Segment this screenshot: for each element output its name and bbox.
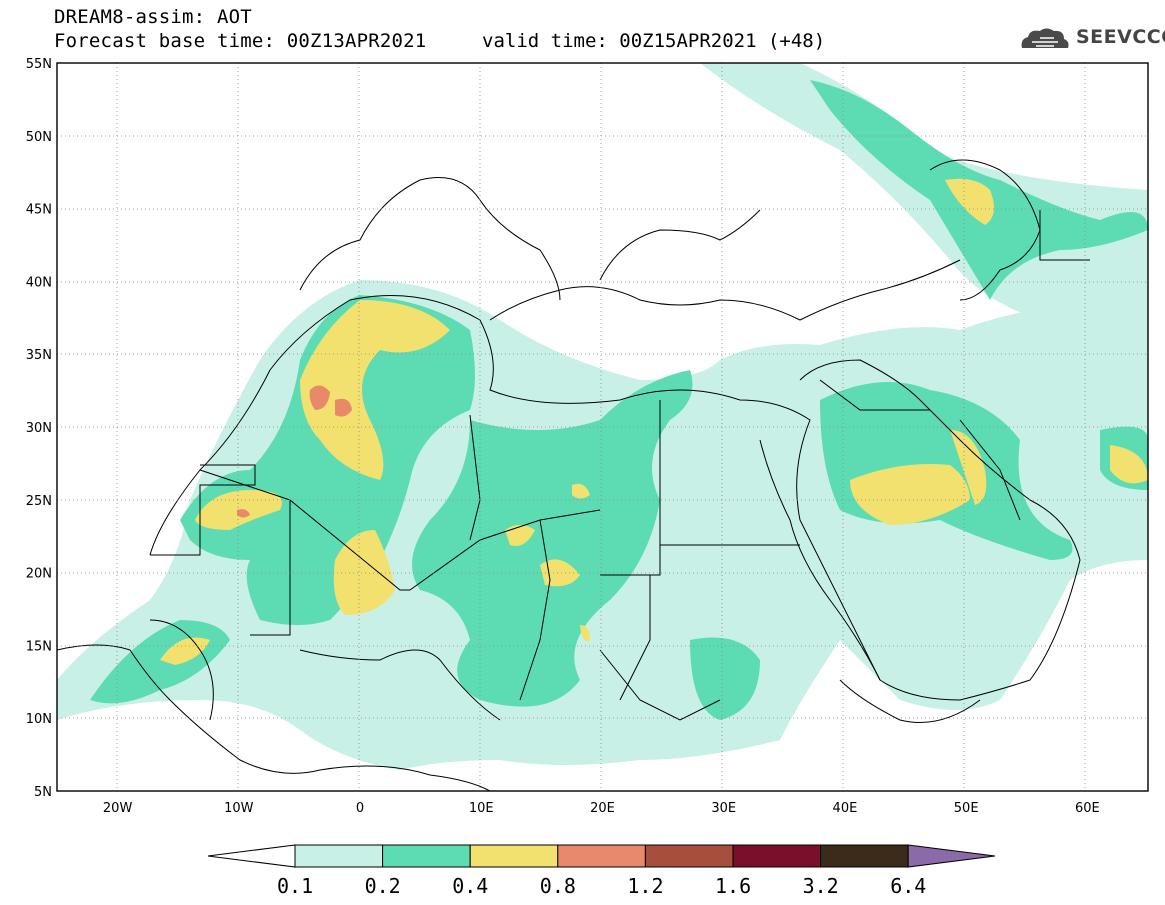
colorbar-swatch	[557, 844, 646, 868]
lon-label: 10E	[469, 801, 494, 816]
lat-label: 25N	[26, 494, 52, 509]
colorbar-swatch	[820, 844, 909, 868]
forecast-base-time: Forecast base time: 00Z13APR2021	[54, 30, 427, 52]
coastlines	[57, 159, 1090, 791]
colorbar-label: 1.6	[715, 874, 752, 898]
map-frame	[56, 62, 1149, 792]
colorbar-label: 3.2	[802, 874, 839, 898]
colorbar-swatch	[644, 844, 734, 868]
colorbar-label: 0.4	[452, 874, 489, 898]
lat-label: 50N	[26, 130, 52, 145]
lat-label: 55N	[26, 57, 52, 72]
lon-label: 20W	[103, 801, 133, 816]
cloud-icon	[1021, 28, 1069, 48]
lat-label: 10N	[26, 712, 52, 727]
logo-text: SEEVCCC	[1076, 26, 1165, 48]
lat-label: 30N	[26, 421, 52, 436]
lat-label: 45N	[26, 203, 52, 218]
lon-label: 0	[356, 801, 364, 816]
lat-label: 20N	[26, 567, 52, 582]
lon-label: 50E	[954, 801, 979, 816]
map-title: DREAM8-assim: AOT	[54, 6, 252, 28]
lon-label: 30E	[711, 801, 736, 816]
colorbar-label: 0.2	[364, 874, 401, 898]
colorbar-swatch	[294, 844, 384, 868]
latitude-labels: 55N 50N 45N 40N 35N 30N 25N 20N 15N 10N 5N	[26, 57, 52, 800]
graticule	[57, 63, 1148, 791]
aot-layer-0.8	[237, 385, 352, 518]
colorbar-label: 0.1	[277, 874, 314, 898]
lon-label: 10W	[224, 801, 254, 816]
colorbar-swatch	[469, 844, 559, 868]
colorbar-label: 1.2	[627, 874, 664, 898]
aot-layer-0.4	[160, 178, 1148, 665]
lon-label: 60E	[1075, 801, 1100, 816]
colorbar-swatch	[382, 844, 471, 868]
valid-time: valid time: 00Z15APR2021 (+48)	[482, 30, 826, 52]
lat-label: 40N	[26, 275, 52, 290]
lat-label: 5N	[34, 785, 52, 800]
colorbar-swatch	[732, 844, 822, 868]
longitude-labels: 20W 10W 0 10E 20E 30E 40E 50E 60E	[103, 801, 1100, 816]
lon-label: 20E	[590, 801, 615, 816]
lat-label: 35N	[26, 348, 52, 363]
lat-label: 15N	[26, 639, 52, 654]
colorbar-max-arrow	[907, 844, 996, 868]
colorbar-min-arrow	[207, 844, 296, 868]
lon-label: 40E	[833, 801, 858, 816]
colorbar-label: 6.4	[890, 874, 927, 898]
colorbar-label: 0.8	[539, 874, 576, 898]
